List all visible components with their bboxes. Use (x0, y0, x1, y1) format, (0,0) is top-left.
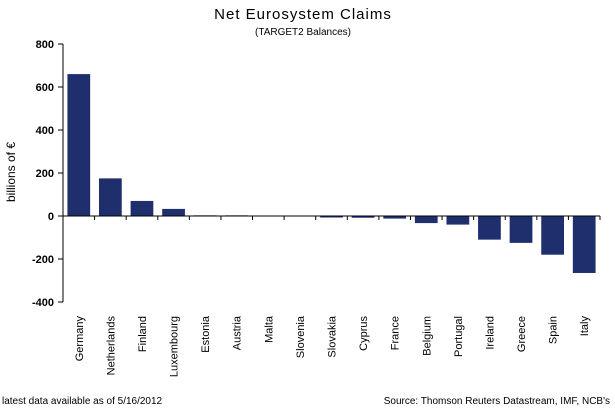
chart-title: Net Eurosystem Claims (214, 6, 392, 23)
bar-germany (67, 74, 91, 216)
chart-subtitle: (TARGET2 Balances) (255, 27, 351, 38)
bar-luxembourg (162, 208, 185, 216)
bar-italy (572, 216, 596, 273)
y-ticks: 800 600 400 200 0 -200 -400 (32, 39, 63, 309)
y-tick-label: 600 (36, 82, 54, 94)
x-category-label: Spain (548, 316, 560, 344)
x-category-label: Austria (232, 315, 244, 350)
y-tick-label: -200 (32, 254, 54, 266)
bar-cyprus (351, 216, 375, 218)
bar-greece (509, 216, 533, 243)
footer-right: Source: Thomson Reuters Datastream, IMF,… (384, 396, 610, 407)
x-category-label: Ireland (484, 316, 496, 350)
bar-slovakia (320, 216, 343, 218)
x-category-label: Finland (137, 316, 149, 352)
x-category-labels: Germany Netherlands Finland Luxembourg Eston… (74, 216, 601, 377)
x-category-label: Belgium (421, 316, 433, 356)
y-tick-label: 800 (36, 39, 54, 51)
x-category-label: Germany (74, 316, 86, 362)
bar-france (383, 216, 407, 219)
bar-belgium (414, 216, 438, 224)
x-category-label: Malta (263, 315, 275, 343)
x-category-label: Slovenia (295, 315, 307, 358)
bars (67, 74, 596, 273)
bar-finland (130, 200, 154, 216)
bar-ireland (478, 216, 501, 240)
y-tick-label: 0 (48, 211, 54, 223)
x-category-label: Estonia (200, 315, 212, 353)
x-category-label: Portugal (453, 316, 465, 357)
x-category-label: France (390, 316, 402, 350)
footer-left: latest data available as of 5/16/2012 (2, 396, 163, 407)
x-category-label: Cyprus (358, 316, 370, 351)
y-tick-label: 200 (36, 168, 54, 180)
x-category-label: Italy (579, 316, 591, 337)
x-category-label: Luxembourg (169, 316, 181, 377)
x-category-label: Slovakia (327, 315, 339, 357)
bar-spain (541, 216, 564, 255)
y-tick-label: -400 (32, 297, 54, 309)
bar-portugal (446, 216, 470, 225)
y-axis-label: billions of € (4, 142, 18, 202)
x-category-label: Netherlands (105, 316, 117, 376)
y-tick-label: 400 (36, 125, 54, 137)
x-category-label: Greece (516, 316, 528, 352)
bar-netherlands (99, 178, 122, 216)
